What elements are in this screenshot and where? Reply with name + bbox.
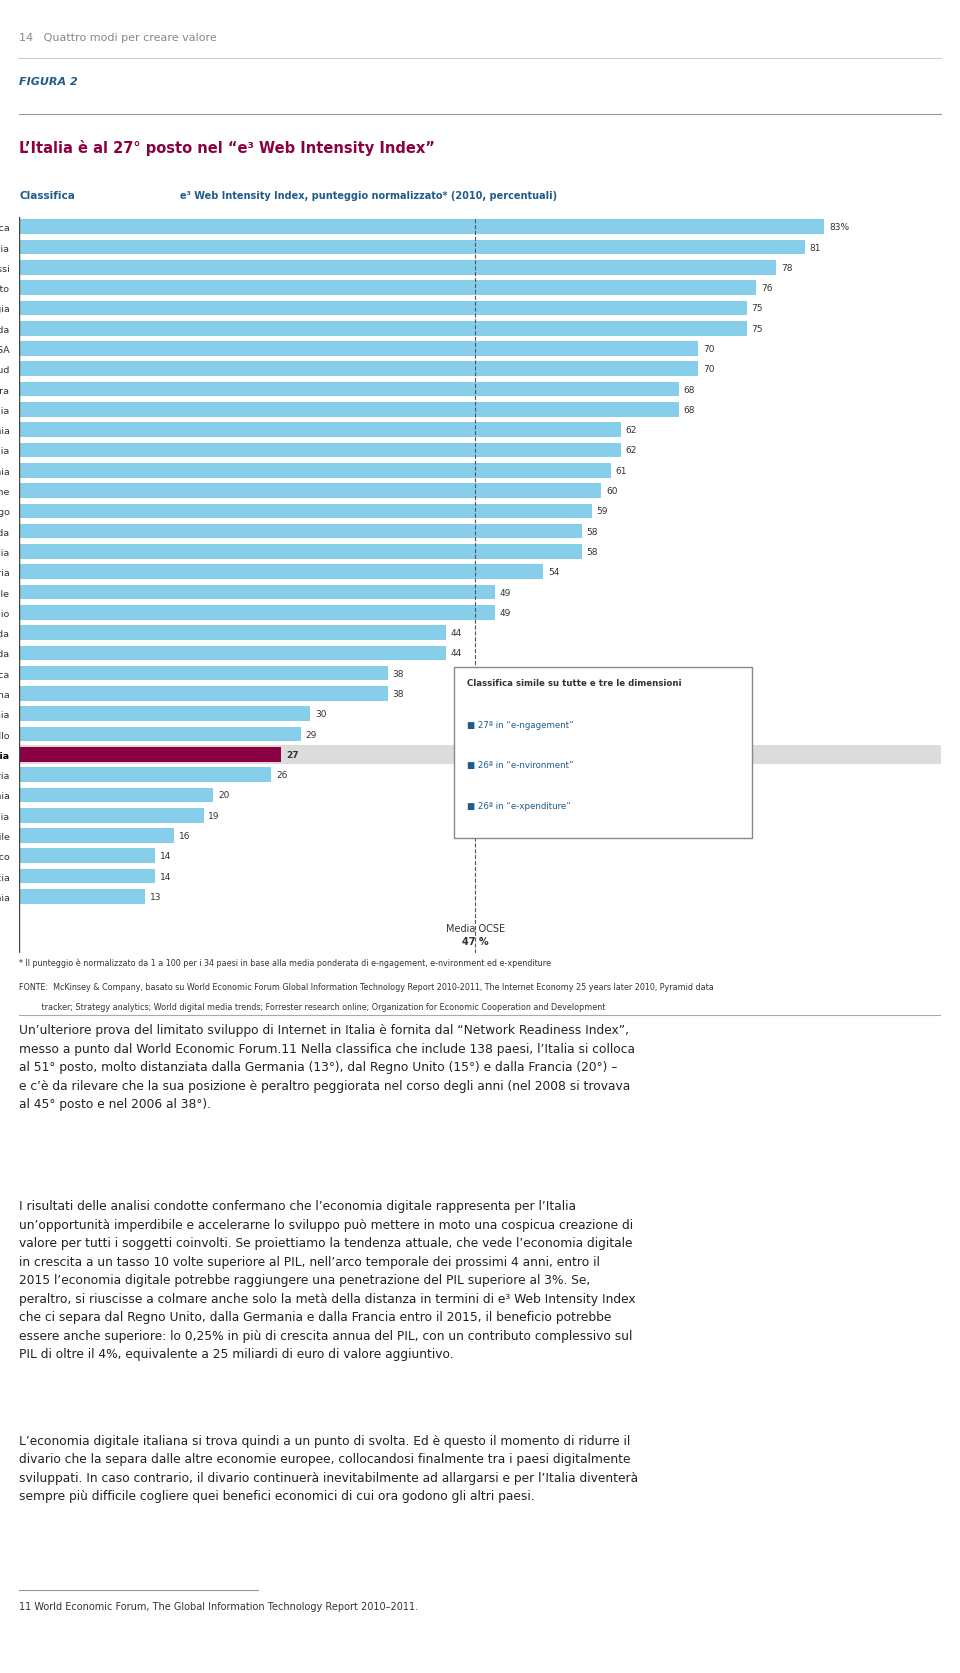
Bar <box>19 423 621 438</box>
Bar <box>19 281 756 296</box>
Text: 70: 70 <box>703 345 714 353</box>
Text: Classifica simile su tutte e tre le dimensioni: Classifica simile su tutte e tre le dime… <box>467 678 681 688</box>
Text: * Il punteggio è normalizzato da 1 a 100 per i 34 paesi in base alla media ponde: * Il punteggio è normalizzato da 1 a 100… <box>19 959 551 967</box>
Bar <box>19 301 747 316</box>
Text: 81: 81 <box>810 243 822 253</box>
Bar <box>19 626 446 641</box>
Bar <box>19 646 446 661</box>
Bar <box>19 403 679 418</box>
Text: 13: 13 <box>150 892 161 902</box>
Text: 38: 38 <box>393 669 404 678</box>
Text: Media OCSE: Media OCSE <box>445 923 505 934</box>
Text: ■ 27ª in “e-ngagement”: ■ 27ª in “e-ngagement” <box>467 721 573 729</box>
Text: 83%: 83% <box>829 223 850 233</box>
Bar <box>19 606 494 621</box>
Text: Classifica: Classifica <box>19 191 75 201</box>
Text: 16: 16 <box>180 831 191 840</box>
Text: ■ 26ª in “e-nvironment”: ■ 26ª in “e-nvironment” <box>467 761 573 770</box>
Text: 14: 14 <box>160 872 171 882</box>
Bar <box>19 463 611 478</box>
Text: 68: 68 <box>684 405 695 415</box>
Bar <box>19 221 825 234</box>
Bar <box>19 666 388 681</box>
Text: 62: 62 <box>626 447 636 455</box>
Text: L’economia digitale italiana si trova quindi a un punto di svolta. Ed è questo i: L’economia digitale italiana si trova qu… <box>19 1434 638 1502</box>
Text: L’Italia è al 27° posto nel “e³ Web Intensity Index”: L’Italia è al 27° posto nel “e³ Web Inte… <box>19 141 435 156</box>
Text: 14   Quattro modi per creare valore: 14 Quattro modi per creare valore <box>19 33 217 42</box>
Text: Un’ulteriore prova del limitato sviluppo di Internet in Italia è fornita dal “Ne: Un’ulteriore prova del limitato sviluppo… <box>19 1024 636 1111</box>
Text: 27: 27 <box>286 751 299 760</box>
Text: 75: 75 <box>752 325 763 333</box>
Text: 14: 14 <box>160 852 171 862</box>
Text: 26: 26 <box>276 771 288 780</box>
Text: 11 World Economic Forum, The Global Information Technology Report 2010–2011.: 11 World Economic Forum, The Global Info… <box>19 1601 419 1611</box>
Text: 20: 20 <box>218 791 229 800</box>
Text: 54: 54 <box>548 567 560 577</box>
Text: 76: 76 <box>761 284 773 293</box>
Bar <box>19 748 281 763</box>
Bar <box>19 890 145 903</box>
Bar <box>19 241 805 256</box>
Bar <box>19 525 582 539</box>
Text: FONTE:  McKinsey & Company, basato su World Economic Forum Global Information Te: FONTE: McKinsey & Company, basato su Wor… <box>19 982 714 990</box>
Bar <box>19 321 747 336</box>
Text: 38: 38 <box>393 689 404 699</box>
Text: 49: 49 <box>499 609 511 617</box>
Bar <box>19 808 204 823</box>
Text: 44: 44 <box>451 649 462 657</box>
Bar <box>19 686 388 701</box>
Text: 58: 58 <box>587 527 598 537</box>
Text: 68: 68 <box>684 385 695 395</box>
Bar <box>19 483 601 499</box>
Bar <box>19 708 310 721</box>
Bar <box>19 768 272 783</box>
Bar <box>19 788 213 803</box>
Bar <box>19 545 582 559</box>
Text: 62: 62 <box>626 427 636 435</box>
Text: 47 %: 47 % <box>462 937 489 947</box>
Bar <box>19 443 621 458</box>
Text: tracker; Strategy analytics; World digital media trends; Forrester research onli: tracker; Strategy analytics; World digit… <box>19 1002 606 1012</box>
FancyBboxPatch shape <box>454 668 753 838</box>
Text: 61: 61 <box>615 467 627 475</box>
Text: 78: 78 <box>780 264 792 273</box>
Text: 44: 44 <box>451 629 462 637</box>
Bar <box>19 363 698 376</box>
Bar <box>19 261 776 276</box>
Bar <box>19 383 679 397</box>
Text: I risultati delle analisi condotte confermano che l’economia digitale rappresent: I risultati delle analisi condotte confe… <box>19 1200 636 1360</box>
Text: ■ 26ª in “e-xpenditure”: ■ 26ª in “e-xpenditure” <box>467 801 570 810</box>
Text: 70: 70 <box>703 365 714 375</box>
Text: 59: 59 <box>596 507 608 515</box>
Text: 75: 75 <box>752 304 763 313</box>
Text: 49: 49 <box>499 589 511 597</box>
Text: FIGURA 2: FIGURA 2 <box>19 77 78 87</box>
Bar <box>19 828 175 843</box>
Text: 60: 60 <box>606 487 617 495</box>
Text: e³ Web Intensity Index, punteggio normalizzato* (2010, percentuali): e³ Web Intensity Index, punteggio normal… <box>180 191 558 201</box>
Bar <box>19 565 543 579</box>
Bar <box>19 586 494 601</box>
Text: 58: 58 <box>587 547 598 557</box>
Bar <box>19 848 155 863</box>
Bar <box>19 746 960 765</box>
Text: 19: 19 <box>208 811 220 820</box>
Bar <box>19 341 698 356</box>
Bar <box>19 870 155 883</box>
Text: 29: 29 <box>305 729 317 739</box>
Bar <box>19 504 591 519</box>
Bar <box>19 728 300 741</box>
Text: 30: 30 <box>315 709 326 719</box>
